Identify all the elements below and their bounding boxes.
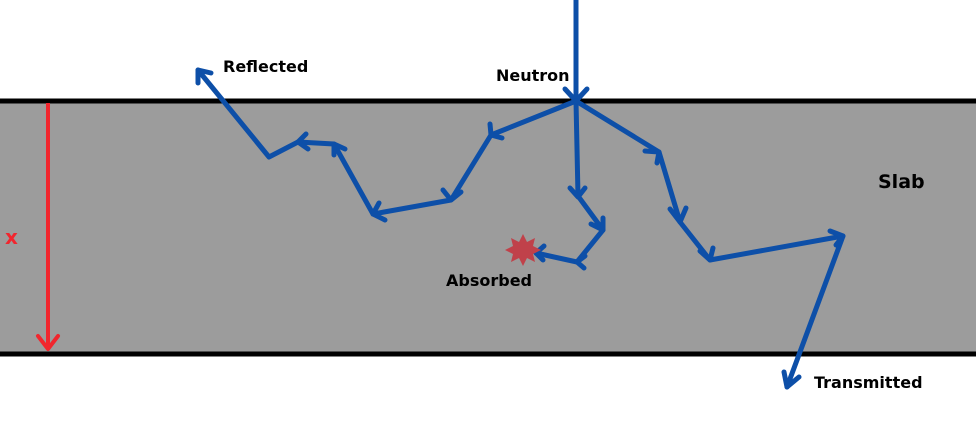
incoming-neutron-path xyxy=(562,0,590,104)
thickness-label: x xyxy=(5,225,18,249)
transmitted-label: Transmitted xyxy=(814,373,923,392)
reflected-label: Reflected xyxy=(223,57,308,76)
transmitted-path xyxy=(573,98,846,390)
absorbed-path xyxy=(533,98,606,271)
absorbed-label: Absorbed xyxy=(446,271,532,290)
starburst-icon xyxy=(505,234,541,266)
reflected-path xyxy=(195,67,579,223)
thickness-arrow xyxy=(36,103,60,351)
neutron-label: Neutron xyxy=(496,66,570,85)
slab-label: Slab xyxy=(878,171,925,193)
